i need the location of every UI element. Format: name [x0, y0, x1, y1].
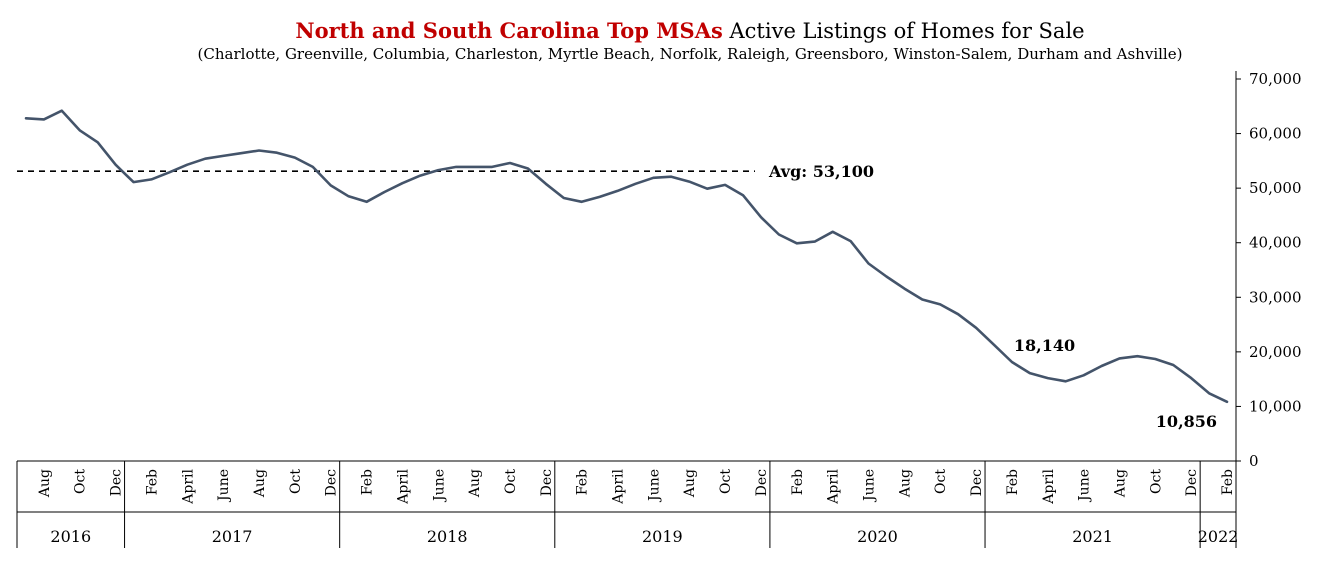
x-tick-label: Dec [539, 469, 555, 497]
y-tick-label: 50,000 [1249, 179, 1302, 197]
y-tick-label: 60,000 [1249, 125, 1302, 143]
x-tick-label: Feb [575, 469, 591, 495]
x-tick-label: April [395, 468, 411, 504]
x-tick-label: June [646, 469, 662, 503]
year-label: 2020 [857, 527, 898, 546]
y-tick-label: 70,000 [1249, 70, 1302, 88]
x-tick-label: June [431, 469, 447, 503]
y-tick-label: 30,000 [1249, 288, 1302, 306]
x-tick-label: Oct [503, 469, 519, 494]
x-tick-label: April [826, 468, 842, 504]
chart-title: North and South Carolina Top MSAs Active… [0, 18, 1330, 43]
x-tick-label: Oct [73, 469, 89, 494]
chart-title-highlight: North and South Carolina Top MSAs [295, 18, 723, 43]
x-tick-label: Dec [969, 469, 985, 497]
year-label: 2022 [1198, 527, 1239, 546]
x-tick-label: Feb [1220, 469, 1236, 495]
x-tick-label: Oct [933, 469, 949, 494]
x-tick-label: June [1077, 469, 1093, 503]
x-tick-label: April [1041, 468, 1057, 504]
x-tick-label: Aug [1112, 469, 1128, 498]
year-label: 2016 [50, 527, 91, 546]
data-label: 18,140 [1014, 336, 1075, 355]
year-label: 2021 [1072, 527, 1113, 546]
y-tick-label: 10,000 [1249, 397, 1302, 415]
average-label: Avg: 53,100 [768, 162, 874, 181]
x-tick-label: Oct [718, 469, 734, 494]
x-tick-label: April [180, 468, 196, 504]
x-tick-label: June [216, 469, 232, 503]
x-tick-label: Oct [1148, 469, 1164, 494]
x-tick-label: Oct [288, 469, 304, 494]
data-label: 10,856 [1156, 412, 1217, 431]
series-line [24, 109, 1229, 404]
x-tick-label: April [611, 468, 627, 504]
x-tick-label: Feb [144, 469, 160, 495]
y-tick-label: 20,000 [1249, 343, 1302, 361]
year-label: 2019 [642, 527, 683, 546]
x-tick-label: Aug [252, 469, 268, 498]
x-tick-label: Feb [1005, 469, 1021, 495]
x-tick-label: Aug [897, 469, 913, 498]
x-tick-label: Feb [790, 469, 806, 495]
x-tick-label: Dec [109, 469, 125, 497]
x-tick-label: Aug [467, 469, 483, 498]
y-tick-label: 0 [1249, 452, 1259, 470]
chart-title-rest: Active Listings of Homes for Sale [729, 19, 1085, 43]
x-tick-label: Aug [682, 469, 698, 498]
y-tick-label: 40,000 [1249, 234, 1302, 252]
x-tick-label: Dec [324, 469, 340, 497]
x-tick-label: Aug [37, 469, 53, 498]
x-tick-label: Dec [1184, 469, 1200, 497]
year-label: 2017 [212, 527, 253, 546]
year-label: 2018 [427, 527, 468, 546]
chart-subtitle: (Charlotte, Greenville, Columbia, Charle… [197, 45, 1183, 63]
x-tick-label: June [862, 469, 878, 503]
x-tick-label: Feb [360, 469, 376, 495]
x-tick-label: Dec [754, 469, 770, 497]
